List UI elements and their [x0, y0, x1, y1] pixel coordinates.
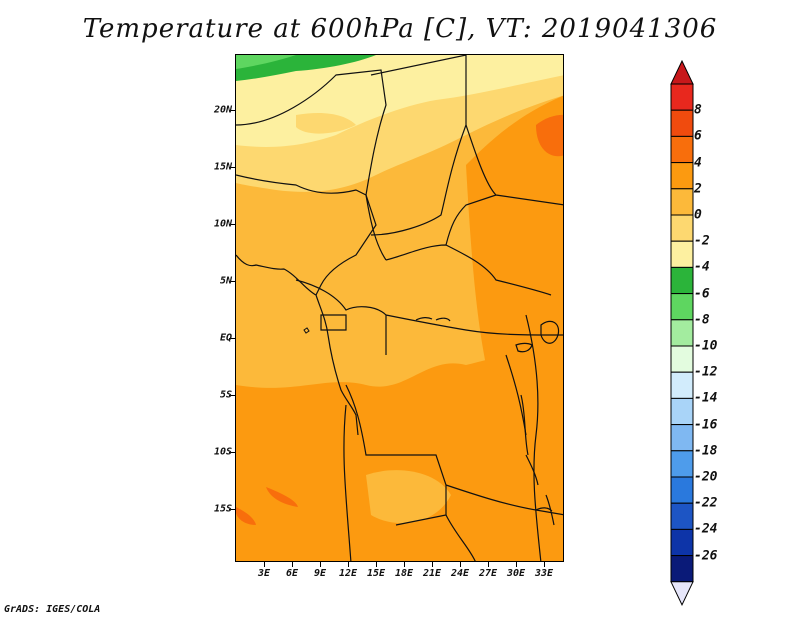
colorbar-swatch — [670, 293, 694, 321]
colorbar-swatch — [670, 109, 694, 137]
colorbar-swatch — [670, 345, 694, 373]
ytick-mark — [229, 167, 235, 168]
lon-label: 9E — [313, 568, 327, 579]
lat-label: 5S — [219, 389, 232, 401]
colorbar-swatch — [670, 502, 694, 530]
hotspot-northeast — [536, 114, 563, 157]
colorbar-level-label: 6 — [694, 128, 702, 144]
colorbar-swatch — [670, 162, 694, 190]
ytick-mark — [229, 281, 235, 282]
footer-credit: GrADS: IGES/COLA — [4, 604, 101, 615]
colorbar-swatch — [670, 371, 694, 399]
lakes — [415, 317, 560, 526]
lon-label: 6E — [285, 568, 299, 579]
cold-strip-core — [236, 55, 296, 69]
colorbar-level-label: -4 — [694, 259, 710, 275]
colorbar-level-label: 0 — [694, 207, 702, 223]
colorbar-level-label: -6 — [694, 286, 710, 302]
xtick-mark — [460, 562, 461, 567]
lon-label: 21E — [422, 568, 442, 579]
lon-label: 12E — [338, 568, 358, 579]
colorbar-swatch — [670, 266, 694, 295]
colorbar-level-label: -26 — [694, 548, 718, 564]
cool-patch-south — [366, 470, 451, 524]
colorbar-top-arrow — [670, 60, 694, 85]
lon-label: 33E — [534, 568, 554, 579]
warm-band-east — [466, 95, 563, 389]
colorbar-swatch — [670, 528, 694, 557]
ytick-mark — [229, 509, 235, 510]
lat-label: 15N — [213, 161, 232, 173]
island-bioko — [303, 327, 310, 334]
ytick-mark — [229, 452, 235, 453]
map-title: Temperature at 600hPa [C], VT: 201904130… — [82, 14, 718, 44]
lat-label: 10S — [213, 446, 232, 458]
colorbar-level-label: -8 — [694, 312, 710, 328]
colorbar-level-label: -22 — [694, 495, 718, 511]
colorbar-level-label: -24 — [694, 521, 718, 537]
colorbar-swatch — [670, 319, 694, 347]
colorbar-swatch — [670, 214, 694, 242]
xtick-mark — [320, 562, 321, 567]
xtick-mark — [544, 562, 545, 567]
warm-band-south — [236, 350, 563, 561]
xtick-mark — [404, 562, 405, 567]
hotspot-southwest-b — [236, 507, 256, 525]
west-coastline — [236, 254, 359, 436]
colorbar-level-label: 8 — [694, 102, 702, 118]
xtick-mark — [348, 562, 349, 567]
map-panel — [235, 54, 564, 562]
colorbar-swatch — [670, 397, 694, 426]
ytick-mark — [229, 224, 235, 225]
lat-label: 15S — [213, 503, 232, 515]
ytick-mark — [229, 338, 235, 339]
colorbar-swatch — [670, 188, 694, 216]
colorbar-level-label: 2 — [694, 181, 702, 197]
cool-island-north — [296, 113, 356, 134]
colorbar-swatch — [670, 135, 694, 164]
colorbar-swatch — [670, 424, 694, 452]
lon-label: 18E — [394, 568, 414, 579]
xtick-mark — [516, 562, 517, 567]
lon-label: 3E — [257, 568, 271, 579]
lat-label: EQ — [219, 332, 232, 344]
colorbar-swatch — [670, 240, 694, 268]
xtick-mark — [488, 562, 489, 567]
colorbar-swatch — [670, 83, 694, 111]
colorbar-level-label: -10 — [694, 338, 718, 354]
colorbar-level-label: 4 — [694, 155, 702, 171]
lat-label: 20N — [213, 104, 232, 116]
ytick-mark — [229, 110, 235, 111]
colorbar — [670, 60, 694, 606]
temperature-field — [236, 55, 563, 561]
lon-label: 15E — [366, 568, 386, 579]
lon-label: 27E — [478, 568, 498, 579]
lon-label: 24E — [450, 568, 470, 579]
hotspot-southwest-a — [266, 487, 298, 507]
colorbar-level-label: -14 — [694, 390, 718, 406]
colorbar-level-label: -16 — [694, 417, 718, 433]
colorbar-level-label: -18 — [694, 443, 718, 459]
colorbar-swatch — [670, 555, 694, 583]
country-borders — [236, 55, 563, 561]
xtick-mark — [432, 562, 433, 567]
colorbar-level-label: -20 — [694, 469, 718, 485]
colorbar-swatch — [670, 476, 694, 504]
ytick-mark — [229, 395, 235, 396]
xtick-mark — [376, 562, 377, 567]
colorbar-level-label: -2 — [694, 233, 710, 249]
lat-label: 10N — [213, 218, 232, 230]
lat-label: 5N — [219, 275, 232, 287]
lon-label: 30E — [506, 568, 526, 579]
xtick-mark — [292, 562, 293, 567]
xtick-mark — [264, 562, 265, 567]
colorbar-level-label: -12 — [694, 364, 718, 380]
colorbar-bottom-arrow — [670, 581, 694, 606]
colorbar-swatch — [670, 450, 694, 478]
